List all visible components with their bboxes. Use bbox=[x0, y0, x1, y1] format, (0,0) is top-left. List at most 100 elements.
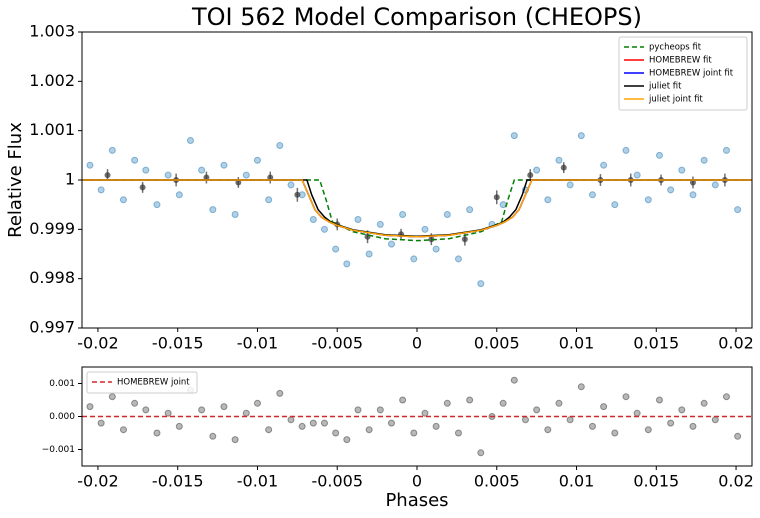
data-point bbox=[320, 225, 328, 233]
data-point bbox=[477, 280, 485, 288]
binned-point bbox=[203, 174, 210, 181]
data-point bbox=[432, 422, 440, 430]
data-point bbox=[622, 146, 630, 154]
data-point bbox=[153, 201, 161, 209]
data-point bbox=[466, 396, 474, 404]
data-point bbox=[142, 406, 150, 414]
data-point bbox=[521, 416, 529, 424]
x-tick-label: -0.005 bbox=[311, 472, 363, 491]
binned-point bbox=[235, 179, 242, 186]
data-point bbox=[700, 399, 708, 407]
data-point bbox=[533, 406, 541, 414]
y-tick-label: 1.003 bbox=[29, 22, 75, 41]
data-point bbox=[443, 211, 451, 219]
data-point bbox=[387, 419, 395, 427]
data-point bbox=[97, 186, 105, 194]
data-point bbox=[287, 416, 295, 424]
data-point bbox=[633, 171, 641, 179]
data-point bbox=[387, 240, 395, 248]
data-point bbox=[265, 426, 273, 434]
data-point bbox=[198, 406, 206, 414]
data-point bbox=[667, 419, 675, 427]
data-point bbox=[722, 146, 730, 154]
data-point bbox=[354, 215, 362, 223]
data-point bbox=[376, 220, 384, 228]
data-point bbox=[276, 389, 284, 397]
data-point bbox=[309, 419, 317, 427]
data-point bbox=[432, 245, 440, 253]
data-point bbox=[131, 156, 139, 164]
data-point bbox=[678, 406, 686, 414]
data-point bbox=[320, 419, 328, 427]
binned-point bbox=[527, 172, 534, 179]
data-point bbox=[253, 399, 261, 407]
x-tick-label: -0.005 bbox=[311, 334, 363, 353]
data-point bbox=[655, 396, 663, 404]
binned-point bbox=[104, 172, 111, 179]
data-point bbox=[734, 432, 742, 440]
axes-frame bbox=[81, 31, 753, 329]
y-tick-label: 1.002 bbox=[29, 71, 75, 90]
model-line bbox=[82, 179, 752, 238]
data-point bbox=[633, 409, 641, 417]
data-point bbox=[644, 196, 652, 204]
data-point bbox=[97, 419, 105, 427]
legend-label: pycheops fit bbox=[649, 43, 702, 53]
data-point bbox=[600, 403, 608, 411]
model-line bbox=[82, 179, 752, 237]
data-point bbox=[242, 409, 250, 417]
binned-point bbox=[689, 179, 696, 186]
data-point bbox=[131, 399, 139, 407]
data-point bbox=[454, 429, 462, 437]
x-tick-label: -0.01 bbox=[237, 472, 278, 491]
data-point bbox=[421, 225, 429, 233]
binned-point bbox=[560, 164, 567, 171]
model-line bbox=[82, 179, 752, 238]
data-point bbox=[600, 161, 608, 169]
data-point bbox=[86, 403, 94, 411]
data-point bbox=[365, 426, 373, 434]
data-point bbox=[164, 171, 172, 179]
data-point bbox=[276, 141, 284, 149]
data-point bbox=[332, 245, 340, 253]
y-tick-label: 0.999 bbox=[29, 219, 75, 238]
data-point bbox=[622, 393, 630, 401]
data-point bbox=[510, 132, 518, 140]
data-point bbox=[142, 166, 150, 174]
x-tick-label: 0.02 bbox=[718, 334, 754, 353]
x-tick-label: 0.005 bbox=[474, 334, 520, 353]
y-tick-label: 1 bbox=[65, 170, 75, 189]
binned-point bbox=[428, 236, 435, 243]
x-tick-label: -0.02 bbox=[77, 334, 118, 353]
binned-point bbox=[461, 236, 468, 243]
data-point bbox=[678, 166, 686, 174]
legend-label: HOMEBREW joint fit bbox=[649, 69, 734, 79]
data-point bbox=[164, 409, 172, 417]
data-point bbox=[253, 156, 261, 164]
data-point bbox=[343, 436, 351, 444]
data-point bbox=[198, 166, 206, 174]
data-point bbox=[354, 406, 362, 414]
data-point bbox=[588, 422, 596, 430]
x-tick-label: 0.02 bbox=[718, 472, 754, 491]
x-tick-label: 0.005 bbox=[474, 472, 520, 491]
data-point bbox=[544, 196, 552, 204]
data-point bbox=[499, 399, 507, 407]
data-point bbox=[220, 161, 228, 169]
data-point bbox=[209, 206, 217, 214]
data-point bbox=[533, 166, 541, 174]
x-tick-label: 0.01 bbox=[559, 334, 595, 353]
data-point bbox=[309, 215, 317, 223]
data-point bbox=[86, 161, 94, 169]
data-point bbox=[376, 406, 384, 414]
y-tick-label: 0.000 bbox=[49, 412, 75, 422]
data-point bbox=[119, 426, 127, 434]
data-point bbox=[242, 171, 250, 179]
chart-title: TOI 562 Model Comparison (CHEOPS) bbox=[191, 3, 642, 31]
data-point bbox=[711, 181, 719, 189]
data-point bbox=[231, 436, 239, 444]
data-point bbox=[655, 151, 663, 159]
x-tick-label: 0 bbox=[412, 472, 422, 491]
data-point bbox=[722, 393, 730, 401]
